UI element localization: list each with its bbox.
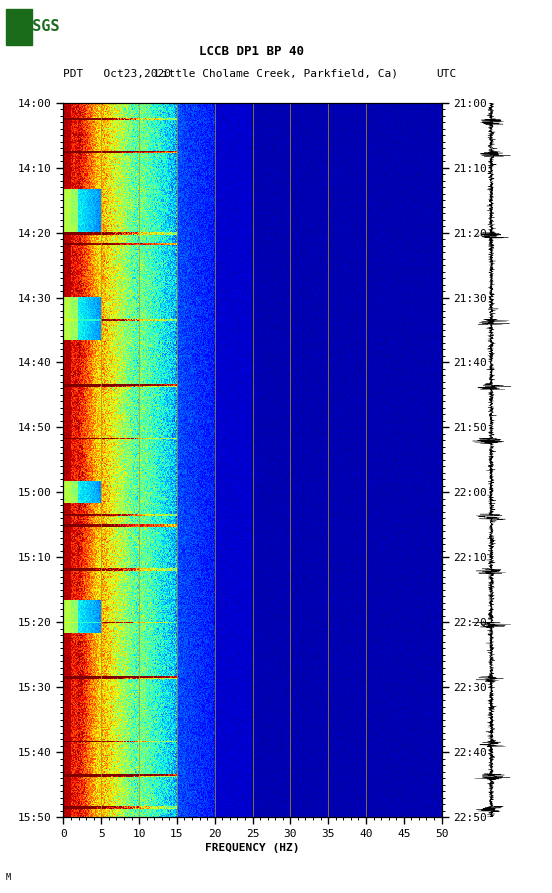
Text: LCCB DP1 BP 40: LCCB DP1 BP 40 [199, 45, 304, 58]
Text: USGS: USGS [24, 20, 60, 34]
X-axis label: FREQUENCY (HZ): FREQUENCY (HZ) [205, 843, 300, 853]
Bar [6, 9, 32, 45]
Text: M: M [6, 872, 10, 881]
Text: UTC: UTC [436, 69, 457, 79]
Text: PDT   Oct23,2020: PDT Oct23,2020 [63, 69, 172, 79]
Text: Little Cholame Creek, Parkfield, Ca): Little Cholame Creek, Parkfield, Ca) [155, 69, 397, 79]
